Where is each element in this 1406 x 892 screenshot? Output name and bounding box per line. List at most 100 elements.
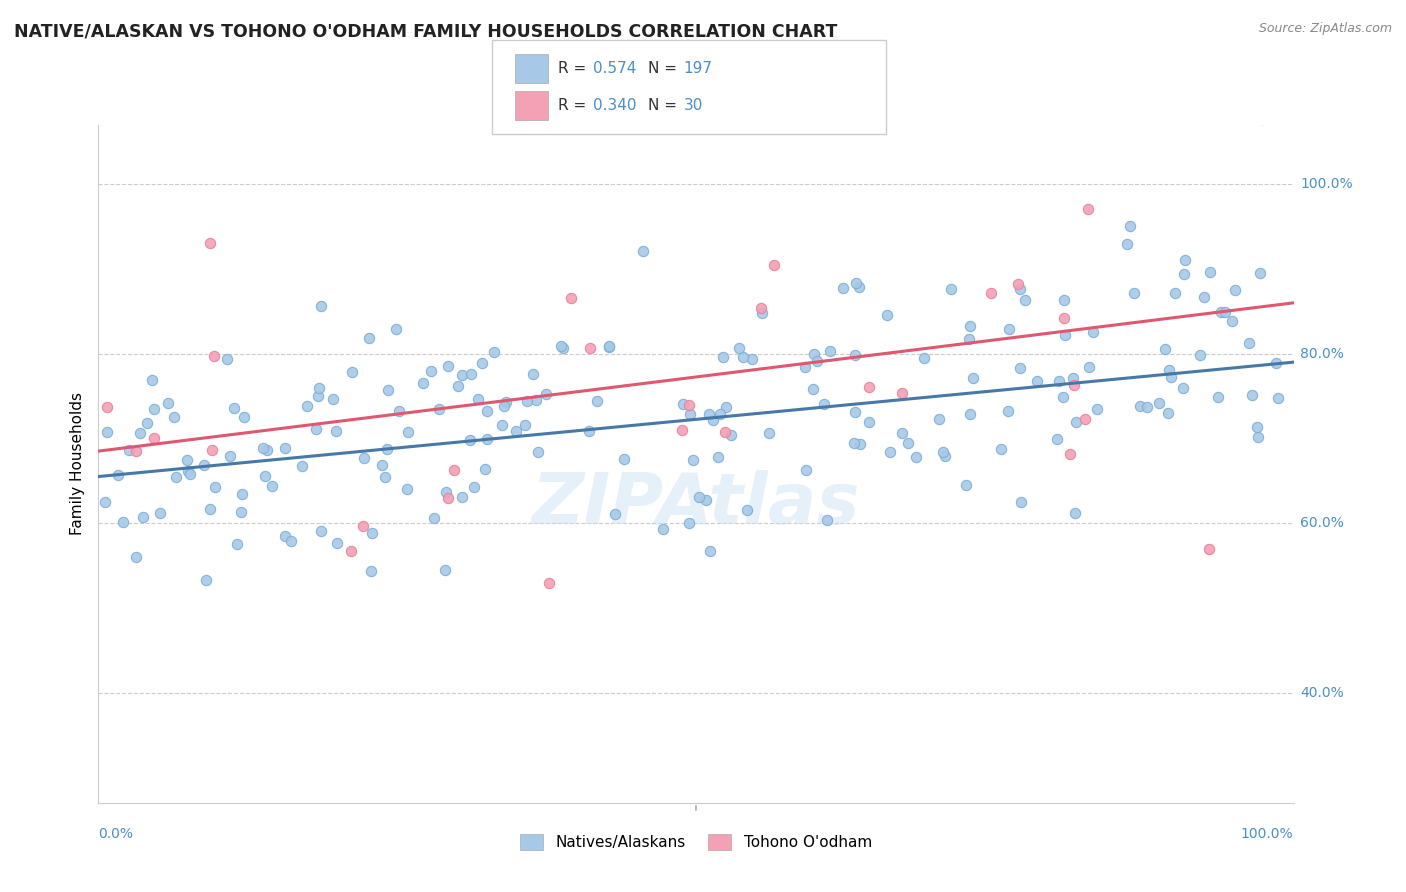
Point <box>412 376 434 390</box>
Point <box>475 404 498 418</box>
Point <box>796 463 818 477</box>
Point <box>443 463 465 477</box>
Point <box>1171 381 1194 395</box>
Point <box>143 431 166 445</box>
Legend: Natives/Alaskans, Tohono O'odham: Natives/Alaskans, Tohono O'odham <box>515 828 877 856</box>
Point <box>1159 363 1181 377</box>
Point <box>352 518 374 533</box>
Point <box>1213 305 1236 319</box>
Point <box>801 382 824 396</box>
Point <box>803 347 825 361</box>
Point <box>1198 265 1220 279</box>
Point <box>222 401 245 416</box>
Point <box>471 356 494 370</box>
Point <box>252 441 274 455</box>
Point <box>295 399 318 413</box>
Point <box>578 424 600 438</box>
Point <box>1077 202 1099 216</box>
Point <box>844 348 866 362</box>
Point <box>695 492 717 507</box>
Point <box>195 573 218 587</box>
Point <box>179 467 201 482</box>
Point <box>325 424 347 438</box>
Point <box>460 367 482 381</box>
Point <box>1085 402 1108 417</box>
Point <box>436 491 458 505</box>
Point <box>1077 359 1099 374</box>
Point <box>131 510 153 524</box>
Point <box>1147 396 1170 410</box>
Point <box>322 392 344 406</box>
Point <box>678 516 700 530</box>
Point <box>231 505 253 519</box>
Point <box>711 350 734 364</box>
Point <box>633 244 655 258</box>
Point <box>388 404 411 418</box>
Point <box>231 487 253 501</box>
Point <box>990 442 1012 457</box>
Point <box>125 550 148 565</box>
Point <box>678 398 700 412</box>
Point <box>527 444 550 458</box>
Y-axis label: Family Households: Family Households <box>69 392 84 535</box>
Point <box>516 393 538 408</box>
Point <box>142 402 165 417</box>
Point <box>1053 293 1076 307</box>
Point <box>560 291 582 305</box>
Point <box>125 444 148 458</box>
Point <box>1267 391 1289 405</box>
Point <box>749 301 772 315</box>
Point <box>233 410 256 425</box>
Point <box>955 478 977 492</box>
Point <box>897 436 920 450</box>
Point <box>1025 374 1047 388</box>
Point <box>305 422 328 436</box>
Point <box>934 449 956 463</box>
Point <box>396 425 419 440</box>
Point <box>1246 419 1268 434</box>
Point <box>1052 390 1074 404</box>
Point <box>1053 327 1076 342</box>
Point <box>1237 336 1260 351</box>
Point <box>371 458 394 472</box>
Text: 0.0%: 0.0% <box>98 827 134 840</box>
Point <box>436 359 458 374</box>
Text: 0.574: 0.574 <box>593 61 637 76</box>
Point <box>176 464 198 478</box>
Point <box>1241 388 1264 402</box>
Point <box>534 387 557 401</box>
Point <box>793 359 815 374</box>
Text: R =: R = <box>558 98 592 113</box>
Point <box>1064 506 1087 520</box>
Point <box>141 373 163 387</box>
Point <box>997 403 1019 417</box>
Point <box>1010 282 1032 296</box>
Point <box>149 506 172 520</box>
Point <box>957 332 980 346</box>
Point <box>1189 348 1212 362</box>
Point <box>832 281 855 295</box>
Point <box>679 407 702 421</box>
Point <box>586 393 609 408</box>
Point <box>651 522 673 536</box>
Point <box>876 308 898 322</box>
Point <box>1163 285 1185 300</box>
Point <box>699 543 721 558</box>
Point <box>505 424 527 438</box>
Point <box>1192 290 1215 304</box>
Point <box>163 409 186 424</box>
Point <box>524 393 547 408</box>
Point <box>1010 495 1032 509</box>
Point <box>128 425 150 440</box>
Point <box>1249 266 1271 280</box>
Text: 80.0%: 80.0% <box>1301 347 1344 360</box>
Point <box>844 405 866 419</box>
Point <box>1046 432 1069 446</box>
Point <box>1136 400 1159 414</box>
Point <box>176 453 198 467</box>
Text: 0.340: 0.340 <box>593 98 637 113</box>
Point <box>308 381 330 395</box>
Point <box>714 425 737 439</box>
Point <box>360 525 382 540</box>
Point <box>280 533 302 548</box>
